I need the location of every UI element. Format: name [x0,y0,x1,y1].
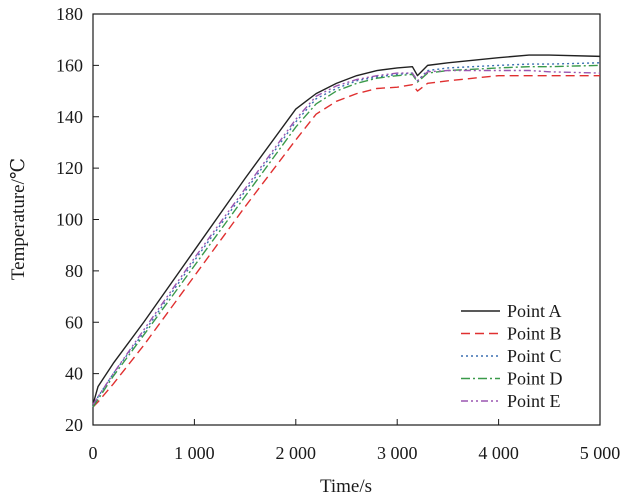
x-tick-label: 0 [89,443,98,463]
x-tick-label: 5 000 [580,443,621,463]
legend-label: Point B [507,324,562,344]
y-axis-title: Temperature/℃ [8,158,29,280]
legend-label: Point A [507,301,562,321]
y-tick-label: 160 [56,55,83,75]
series-layer [92,54,601,408]
series-line-point-d [92,64,601,408]
x-axis-title: Time/s [320,476,372,497]
series-line-point-a [92,54,601,405]
y-tick-label: 180 [56,4,83,24]
legend-label: Point E [507,391,561,411]
series-line-point-e [92,69,601,405]
series-line-point-b [92,74,600,408]
x-tick-label: 3 000 [377,443,418,463]
legend-label: Point D [507,369,563,389]
y-tick-label: 60 [65,312,83,332]
y-axis: 20 40 60 80 100 120 140 160 180 [56,4,99,435]
x-tick-label: 1 000 [174,443,215,463]
y-tick-label: 80 [65,261,83,281]
y-tick-label: 100 [56,210,83,230]
series-line-point-c [92,62,601,408]
y-tick-label: 20 [65,415,83,435]
x-axis: 0 1 000 2 000 3 000 4 000 5 000 [89,419,621,463]
y-tick-label: 40 [65,364,83,384]
legend-label: Point C [507,346,562,366]
x-tick-label: 2 000 [276,443,317,463]
y-tick-label: 120 [56,158,83,178]
y-tick-label: 140 [56,107,83,127]
x-tick-label: 4 000 [478,443,519,463]
